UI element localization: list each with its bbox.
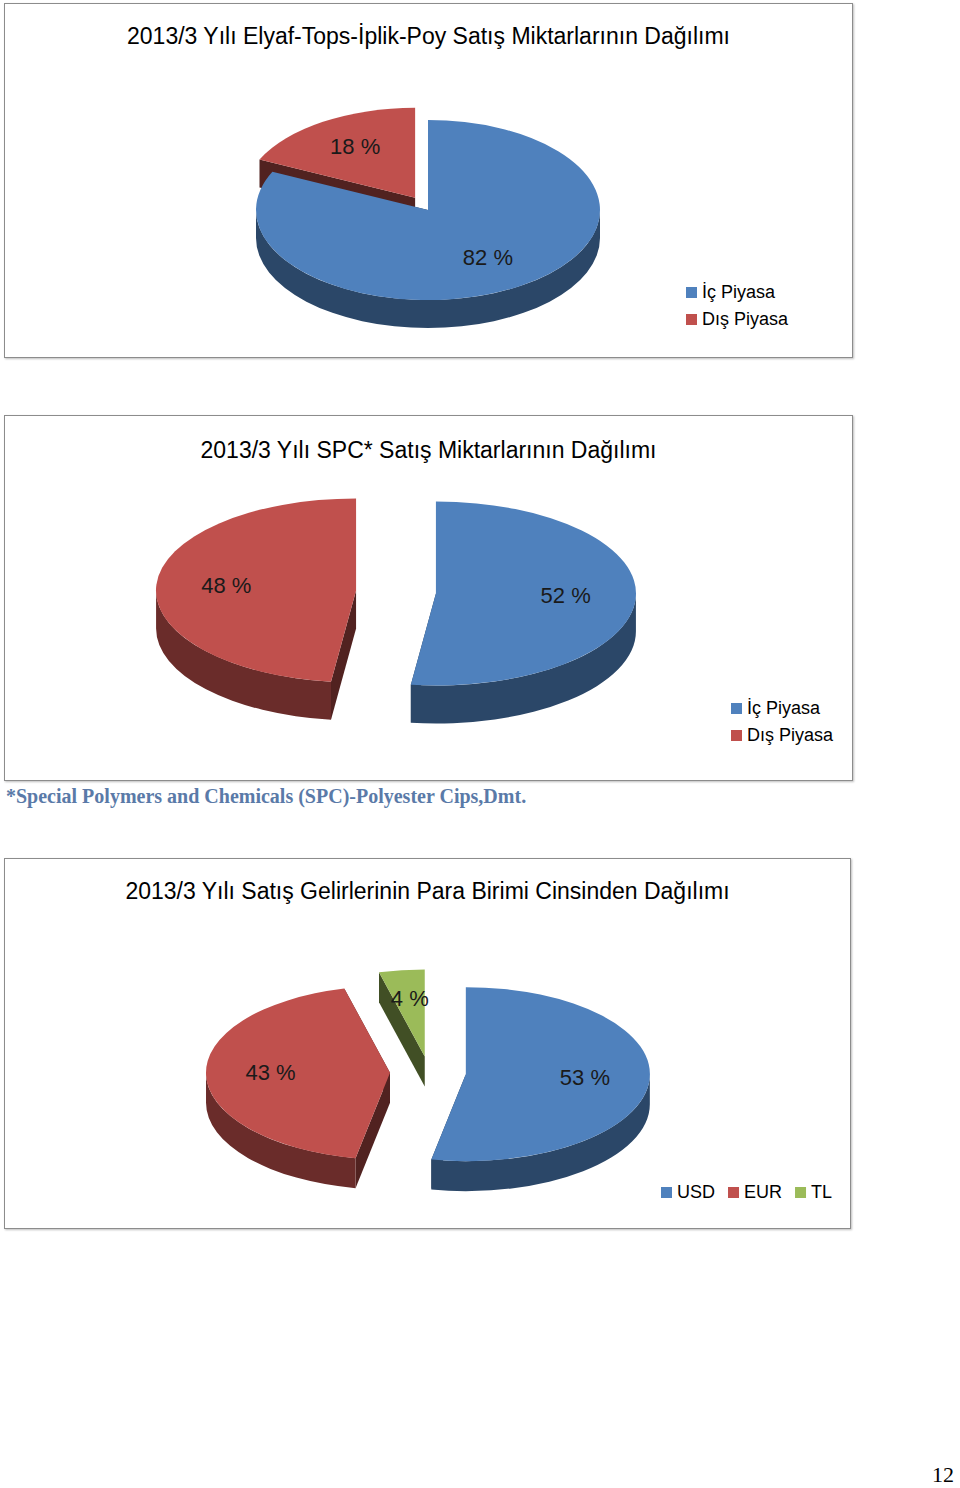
- legend-label: İç Piyasa: [702, 282, 776, 302]
- legend-label: USD: [677, 1182, 715, 1202]
- slice-top: [431, 987, 650, 1161]
- legend-label: TL: [811, 1182, 832, 1202]
- legend-swatch: [728, 1187, 739, 1198]
- chart-title: 2013/3 Yılı Elyaf-Tops-İplik-Poy Satış M…: [99, 18, 759, 54]
- chart-frame: [4, 415, 853, 781]
- slice-top: [379, 970, 425, 1057]
- slice-tops: [256, 108, 600, 300]
- pie-slice: [260, 108, 416, 198]
- pie-slice: [206, 988, 390, 1158]
- legend-swatch: [731, 730, 742, 741]
- pie-chart: [206, 970, 650, 1192]
- chart-title: 2013/3 Yılı Satış Gelirlerinin Para Biri…: [98, 873, 758, 909]
- pie-slice: [379, 970, 425, 1057]
- legend: İç Piyasa Dış Piyasa: [686, 282, 789, 329]
- data-label: 4 %: [391, 986, 429, 1011]
- pie-slice: [156, 498, 356, 681]
- pie-slice: [411, 502, 636, 686]
- legend-swatch: [661, 1187, 672, 1198]
- legend-swatch: [686, 287, 697, 298]
- chart-frame: [4, 858, 851, 1229]
- data-label: 43 %: [245, 1060, 295, 1085]
- pie-slice: [431, 987, 650, 1161]
- slice-top: [156, 498, 356, 681]
- data-label: 48 %: [201, 573, 251, 598]
- slice-top: [206, 988, 390, 1158]
- legend-label: İç Piyasa: [747, 698, 821, 718]
- legend-label: EUR: [744, 1182, 782, 1202]
- data-label: 18 %: [330, 134, 380, 159]
- legend-swatch: [795, 1187, 806, 1198]
- pie-chart: [256, 108, 600, 328]
- footnote: *Special Polymers and Chemicals (SPC)-Po…: [6, 785, 526, 808]
- data-label: 53 %: [560, 1065, 610, 1090]
- legend-label: Dış Piyasa: [702, 309, 789, 329]
- legend: İç Piyasa Dış Piyasa: [731, 698, 834, 745]
- slice-tops: [156, 498, 636, 685]
- page: 82 % 18 % İç Piyasa Dış Piyasa 52 % 48 % İç Pi…: [0, 0, 960, 1488]
- slice-top: [260, 108, 416, 198]
- legend: USD EUR TL: [661, 1182, 832, 1202]
- legend-label: Dış Piyasa: [747, 725, 834, 745]
- page-number: 12: [932, 1462, 954, 1488]
- data-label: 52 %: [541, 583, 591, 608]
- slice-top: [411, 502, 636, 686]
- chart-title: 2013/3 Yılı SPC* Satış Miktarlarının Dağ…: [99, 432, 759, 468]
- charts-canvas: 82 % 18 % İç Piyasa Dış Piyasa 52 % 48 % İç Pi…: [0, 0, 960, 1488]
- data-label: 82 %: [463, 245, 513, 270]
- slice-tops: [206, 970, 650, 1162]
- pie-chart: [156, 498, 636, 723]
- legend-swatch: [731, 703, 742, 714]
- legend-swatch: [686, 314, 697, 325]
